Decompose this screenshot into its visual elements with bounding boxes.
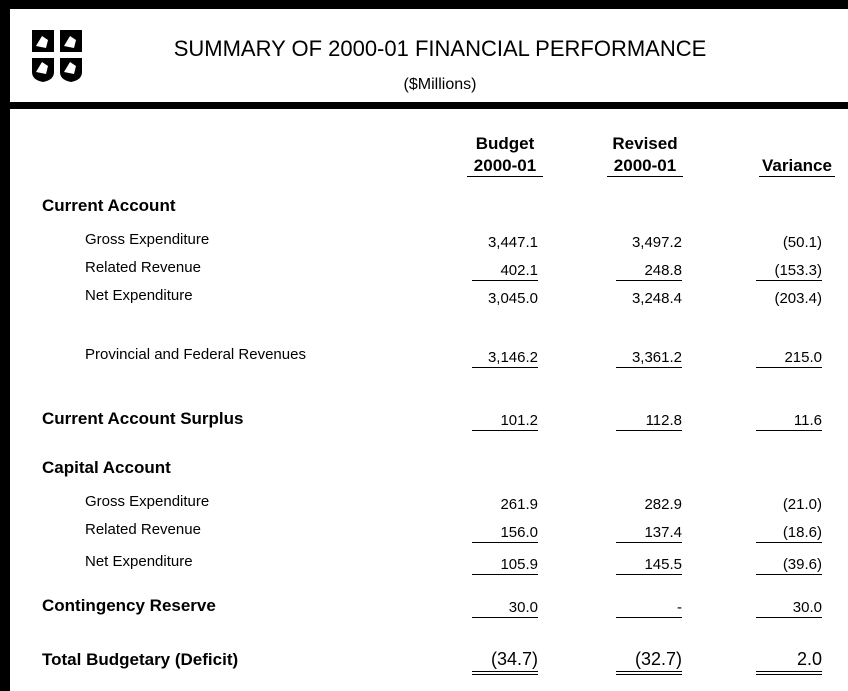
cell-value: 3,447.1 bbox=[487, 234, 538, 251]
cell-value: 3,045.0 bbox=[487, 290, 538, 307]
frame bbox=[0, 0, 10, 691]
cell-value: 101.2 bbox=[472, 412, 538, 431]
header-line: 2000-01 bbox=[607, 156, 683, 177]
header-line: Variance bbox=[759, 156, 835, 177]
cell-value: (34.7) bbox=[472, 650, 538, 675]
header-line: Budget bbox=[475, 134, 535, 153]
header-line: Revised bbox=[612, 134, 678, 153]
cell-value: 248.8 bbox=[616, 262, 682, 281]
cell-value: 145.5 bbox=[616, 556, 682, 575]
row-label: Related Revenue bbox=[85, 521, 201, 538]
row-label: Current Account Surplus bbox=[42, 409, 244, 428]
cell-value: (18.6) bbox=[756, 524, 822, 543]
cell-value: 11.6 bbox=[756, 412, 822, 431]
cell-value: 261.9 bbox=[500, 496, 538, 513]
cell-value: (32.7) bbox=[616, 650, 682, 675]
cell-value: 282.9 bbox=[644, 496, 682, 513]
column-header: Revised 2000-01 bbox=[607, 134, 683, 177]
row-label: Net Expenditure bbox=[85, 287, 193, 304]
row-label: Gross Expenditure bbox=[85, 231, 210, 248]
cell-value: 112.8 bbox=[616, 412, 682, 431]
cell-value: 3,146.2 bbox=[472, 349, 538, 368]
cell-value: (50.1) bbox=[782, 234, 822, 251]
row-label: Total Budgetary (Deficit) bbox=[42, 650, 239, 669]
cell-value: (21.0) bbox=[782, 496, 822, 513]
subtitle: ($Millions) bbox=[403, 76, 477, 93]
cell-value: (153.3) bbox=[756, 262, 822, 281]
row-label: Provincial and Federal Revenues bbox=[85, 346, 306, 363]
row-label: Current Account bbox=[42, 196, 176, 215]
title: SUMMARY OF 2000-01 FINANCIAL PERFORMANCE bbox=[173, 36, 707, 61]
cell-value: 215.0 bbox=[756, 349, 822, 368]
cell-value: 105.9 bbox=[472, 556, 538, 575]
row-label: Capital Account bbox=[42, 458, 171, 477]
header-line: 2000-01 bbox=[467, 156, 543, 177]
row-label: Gross Expenditure bbox=[85, 493, 210, 510]
divider bbox=[0, 102, 848, 109]
frame bbox=[0, 0, 848, 9]
column-header: Variance bbox=[759, 134, 835, 177]
cell-value: 156.0 bbox=[472, 524, 538, 543]
cell-value: 3,361.2 bbox=[616, 349, 682, 368]
column-header: Budget 2000-01 bbox=[467, 134, 543, 177]
cell-value: 137.4 bbox=[616, 524, 682, 543]
logo bbox=[32, 30, 82, 82]
cell-value: 402.1 bbox=[472, 262, 538, 281]
header-line bbox=[759, 134, 835, 156]
cell-value: 30.0 bbox=[756, 599, 822, 618]
row-label: Contingency Reserve bbox=[42, 596, 216, 615]
cell-value: 3,248.4 bbox=[631, 290, 682, 307]
cell-value: (39.6) bbox=[756, 556, 822, 575]
row-label: Related Revenue bbox=[85, 259, 201, 276]
cell-value: (203.4) bbox=[774, 290, 822, 307]
cell-value: - bbox=[616, 599, 682, 618]
cell-value: 30.0 bbox=[472, 599, 538, 618]
cell-value: 2.0 bbox=[756, 650, 822, 675]
cell-value: 3,497.2 bbox=[631, 234, 682, 251]
row-label: Net Expenditure bbox=[85, 553, 193, 570]
